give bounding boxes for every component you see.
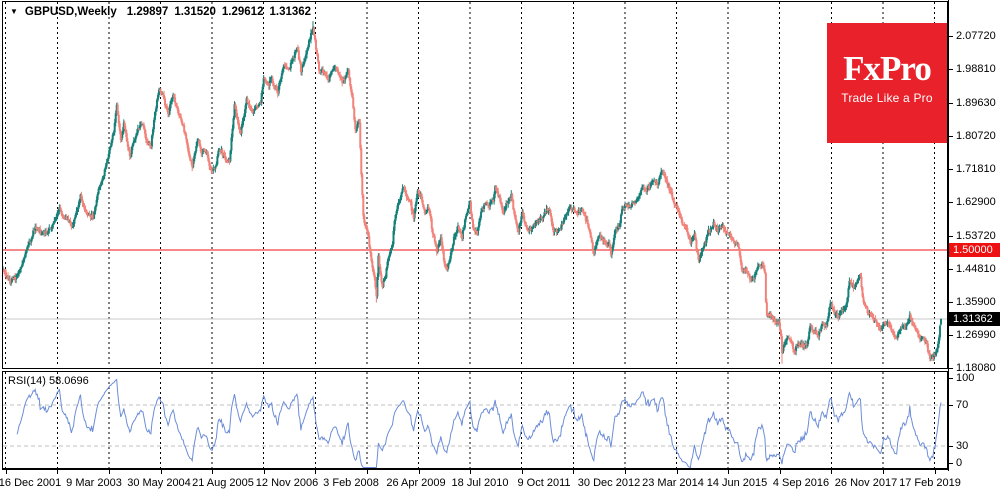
rsi-tick-label: 30 xyxy=(956,440,969,452)
price-tick-label: 1.62900 xyxy=(956,196,996,208)
candlestick-plot[interactable] xyxy=(3,2,947,367)
price-tick xyxy=(949,236,953,237)
date-tick-label: 9 Oct 2011 xyxy=(517,477,571,489)
price-tick xyxy=(949,335,953,336)
date-tick-label: 4 Sep 2016 xyxy=(772,477,830,489)
price-tick-label: 2.07720 xyxy=(956,30,996,42)
rsi-panel[interactable]: RSI(14) 58.0696 xyxy=(2,371,948,470)
date-tick-label: 30 Dec 2012 xyxy=(577,477,641,489)
rsi-tick-label: 0 xyxy=(956,457,963,469)
date-tick xyxy=(161,470,162,474)
fxpro-logo: FxPro Trade Like a Pro xyxy=(827,23,947,143)
date-tick xyxy=(625,470,626,474)
rsi-indicator-label: RSI(14) 58.0696 xyxy=(8,375,89,387)
date-tick-label: 12 Nov 2006 xyxy=(255,477,319,489)
price-tick-label: 1.89630 xyxy=(956,97,996,109)
date-tick xyxy=(677,470,678,474)
date-tick-label: 9 Mar 2003 xyxy=(66,477,122,489)
price-panel[interactable]: ▼ GBPUSD,Weekly 1.29897 1.31520 1.29612 1.313… xyxy=(2,1,948,369)
price-tick-label: 1.18080 xyxy=(956,362,996,374)
symbol-timeframe-label: GBPUSD,Weekly xyxy=(24,6,117,18)
fxpro-logo-tagline: Trade Like a Pro xyxy=(841,90,933,105)
date-tick xyxy=(522,470,523,474)
date-tick xyxy=(109,470,110,474)
date-tick-label: 23 Mar 2014 xyxy=(642,477,704,489)
date-tick xyxy=(883,470,884,474)
price-level-badge: 1.50000 xyxy=(949,243,1000,257)
price-tick-label: 1.80720 xyxy=(956,130,996,142)
date-tick xyxy=(57,470,58,474)
price-tick xyxy=(949,36,953,37)
date-tick-label: 26 Nov 2017 xyxy=(834,477,898,489)
ohlc-close: 1.31362 xyxy=(269,6,312,18)
price-tick-label: 1.44810 xyxy=(956,263,996,275)
rsi-tick xyxy=(949,405,953,406)
price-tick xyxy=(949,368,953,369)
date-tick-label: 18 Jul 2010 xyxy=(451,477,509,489)
price-tick xyxy=(949,103,953,104)
date-tick-label: 3 Feb 2008 xyxy=(323,477,379,489)
ohlc-high: 1.31520 xyxy=(174,6,216,18)
date-tick-label: 21 Aug 2005 xyxy=(192,477,254,489)
ohlc-open: 1.29897 xyxy=(126,6,169,18)
price-tick xyxy=(949,136,953,137)
price-tick-label: 1.98810 xyxy=(956,63,996,75)
date-tick xyxy=(6,470,7,474)
rsi-tick-label: 70 xyxy=(956,399,969,411)
date-tick xyxy=(367,470,368,474)
date-tick xyxy=(264,470,265,474)
date-tick-label: 17 Feb 2019 xyxy=(899,477,961,489)
rsi-name: RSI(14) xyxy=(8,375,46,387)
price-tick xyxy=(949,269,953,270)
date-tick-label: 30 May 2004 xyxy=(127,477,191,489)
price-tick xyxy=(949,302,953,303)
date-tick xyxy=(212,470,213,474)
rsi-tick-label: 100 xyxy=(956,372,975,384)
fxpro-logo-text: FxPro xyxy=(843,49,932,88)
current-price-badge: 1.31362 xyxy=(949,312,1000,326)
date-tick-label: 16 Dec 2001 xyxy=(0,477,62,489)
date-tick xyxy=(780,470,781,474)
price-tick-label: 1.26990 xyxy=(956,329,996,341)
date-tick xyxy=(935,470,936,474)
rsi-tick xyxy=(949,463,953,464)
price-tick xyxy=(949,69,953,70)
symbol-marker-icon: ▼ xyxy=(10,7,18,16)
rsi-tick xyxy=(949,378,953,379)
chart-title: ▼ GBPUSD,Weekly 1.29897 1.31520 1.29612 1.313… xyxy=(10,6,311,18)
date-tick xyxy=(470,470,471,474)
price-tick xyxy=(949,169,953,170)
ohlc-low: 1.29612 xyxy=(221,6,264,18)
price-axis[interactable]: 1.50000 1.31362 2.07720 1.98810 1.89630 1.8… xyxy=(948,0,1000,471)
date-tick xyxy=(831,470,832,474)
rsi-plot[interactable] xyxy=(3,372,947,469)
rsi-tick xyxy=(949,446,953,447)
rsi-value: 58.0696 xyxy=(48,375,89,387)
price-tick xyxy=(949,202,953,203)
date-tick xyxy=(573,470,574,474)
date-tick-label: 26 Apr 2009 xyxy=(386,477,446,489)
date-tick xyxy=(728,470,729,474)
price-tick-label: 1.53720 xyxy=(956,230,996,242)
date-tick xyxy=(315,470,316,474)
date-tick xyxy=(419,470,420,474)
date-tick-label: 14 Jun 2015 xyxy=(706,477,768,489)
price-tick-label: 1.71810 xyxy=(956,163,996,175)
price-tick-label: 1.35900 xyxy=(956,296,996,308)
